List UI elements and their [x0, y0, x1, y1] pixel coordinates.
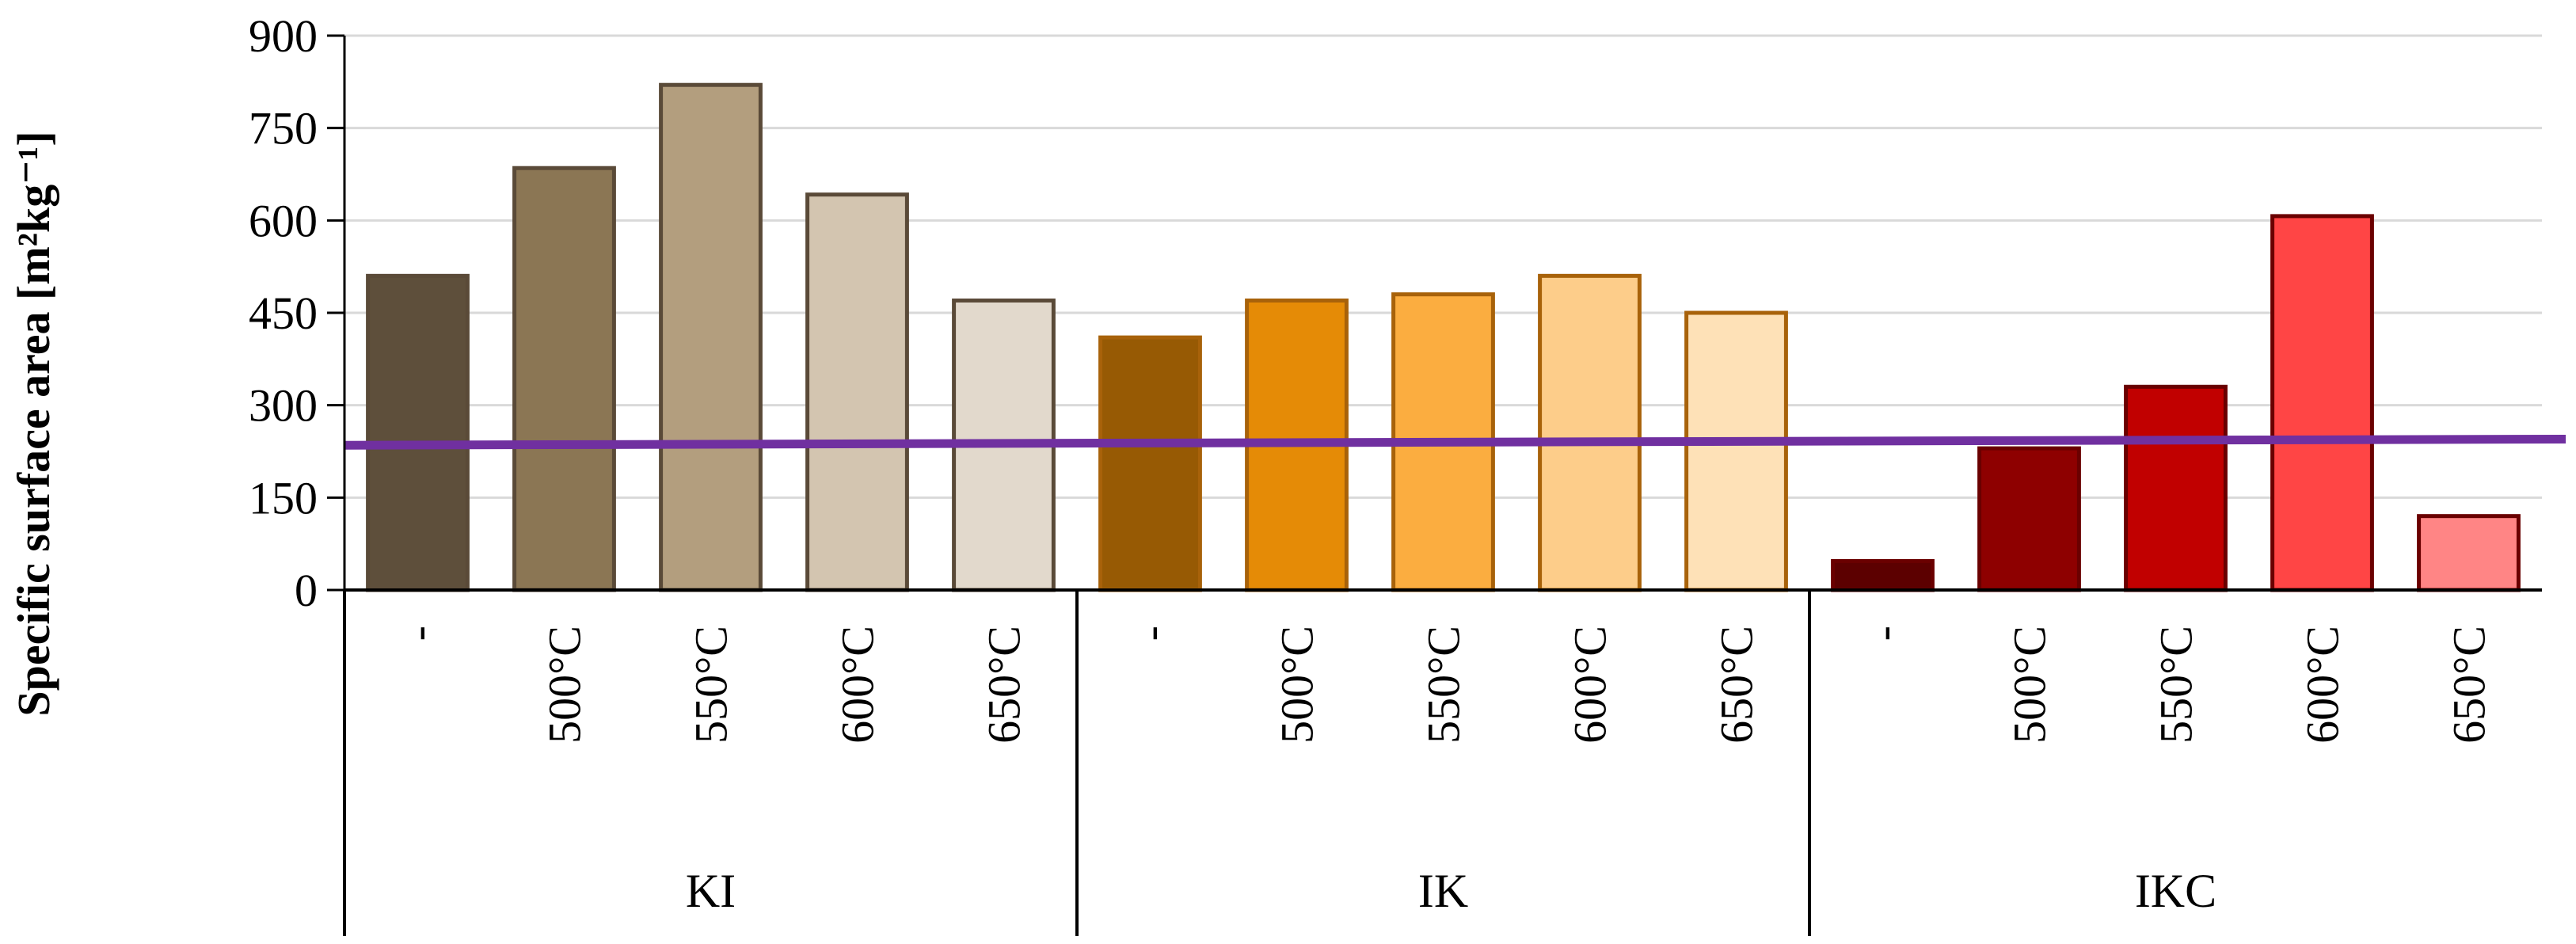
bar-ikc-5	[2417, 514, 2521, 592]
y-tick-label: 300	[249, 380, 318, 432]
category-label: 550°C	[1418, 626, 1470, 744]
reference-line	[344, 434, 2566, 450]
axes	[327, 34, 2542, 936]
group-label: IK	[1418, 865, 1468, 917]
group-label: IKC	[2135, 865, 2216, 917]
bar-ki-4	[805, 192, 909, 592]
category-label: 600°C	[832, 626, 884, 744]
category-label: 650°C	[979, 626, 1030, 744]
bar-ikc-1	[1831, 558, 1935, 592]
category-label: 500°C	[539, 626, 591, 744]
category-label: 500°C	[1272, 626, 1323, 744]
category-label: -	[1125, 626, 1177, 641]
y-tick-label: 600	[249, 195, 318, 246]
bar-ikc-2	[1977, 446, 2081, 592]
group-label: KI	[686, 865, 736, 917]
y-tick-label: 0	[295, 565, 318, 616]
category-label: 650°C	[2444, 626, 2495, 744]
bars	[366, 82, 2521, 592]
category-label: -	[1858, 626, 1909, 641]
bar-ik-4	[1538, 273, 1642, 592]
category-label: 550°C	[686, 626, 737, 744]
y-tick-label: 750	[249, 103, 318, 154]
category-label: 500°C	[2004, 626, 2056, 744]
bar-ki-1	[366, 273, 470, 592]
y-axis-label: Specific surface area [m²kg⁻¹]	[8, 131, 59, 716]
category-label: 550°C	[2151, 626, 2202, 744]
bar-ikc-3	[2124, 384, 2228, 592]
y-tick-label: 450	[249, 287, 318, 339]
bar-ikc-4	[2270, 214, 2374, 592]
category-label: -	[393, 626, 444, 641]
bar-ki-2	[512, 166, 616, 592]
category-label: 650°C	[1711, 626, 1763, 744]
reference-line-layer	[344, 434, 2566, 450]
bar-ik-1	[1098, 335, 1202, 592]
bar-ik-5	[1684, 310, 1788, 592]
category-label: 600°C	[2297, 626, 2349, 744]
bar-ki-3	[659, 82, 763, 592]
y-tick-label: 900	[249, 10, 318, 62]
category-label: 600°C	[1565, 626, 1616, 744]
y-tick-label: 150	[249, 472, 318, 523]
labels: 0 150 300 450 600 750 900 - 500°C 550°C 600°C 650°C…	[249, 10, 2495, 917]
